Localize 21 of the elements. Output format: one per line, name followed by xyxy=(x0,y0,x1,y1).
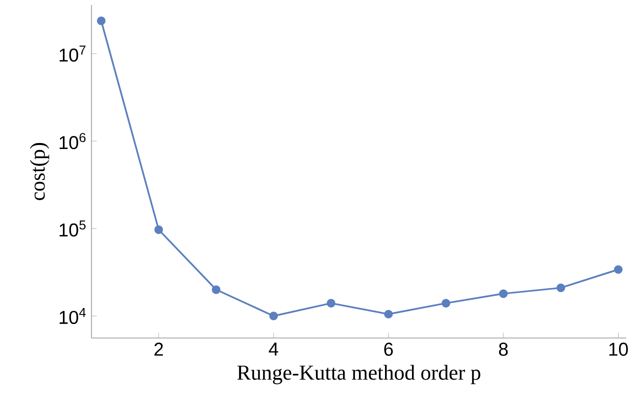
y-tick-label: 10$^{5}$ xyxy=(60,220,86,237)
point xyxy=(96,16,106,26)
point xyxy=(556,284,566,292)
x-tick-label: 6 xyxy=(384,342,393,356)
x-tick-label: 10 xyxy=(609,342,628,356)
x-tick-label: 2 xyxy=(154,342,163,356)
point xyxy=(212,286,220,294)
x-axis-title: Runge-Kutta method order p xyxy=(237,365,480,384)
y-tick-label: 10$^{6}$ xyxy=(60,133,86,150)
y-tick-label: 10$^{4}$ xyxy=(60,308,86,324)
y-tick-label: 10$^{7}$ xyxy=(60,46,86,62)
point xyxy=(384,310,393,319)
y-axis-title: cost(p) xyxy=(30,143,50,200)
point xyxy=(269,312,278,321)
point xyxy=(326,299,336,308)
x-tick-label: 4 xyxy=(268,342,278,356)
point xyxy=(154,226,163,234)
point xyxy=(499,290,508,298)
point xyxy=(442,299,450,308)
point xyxy=(614,265,623,274)
x-tick-label: 8 xyxy=(499,342,508,356)
